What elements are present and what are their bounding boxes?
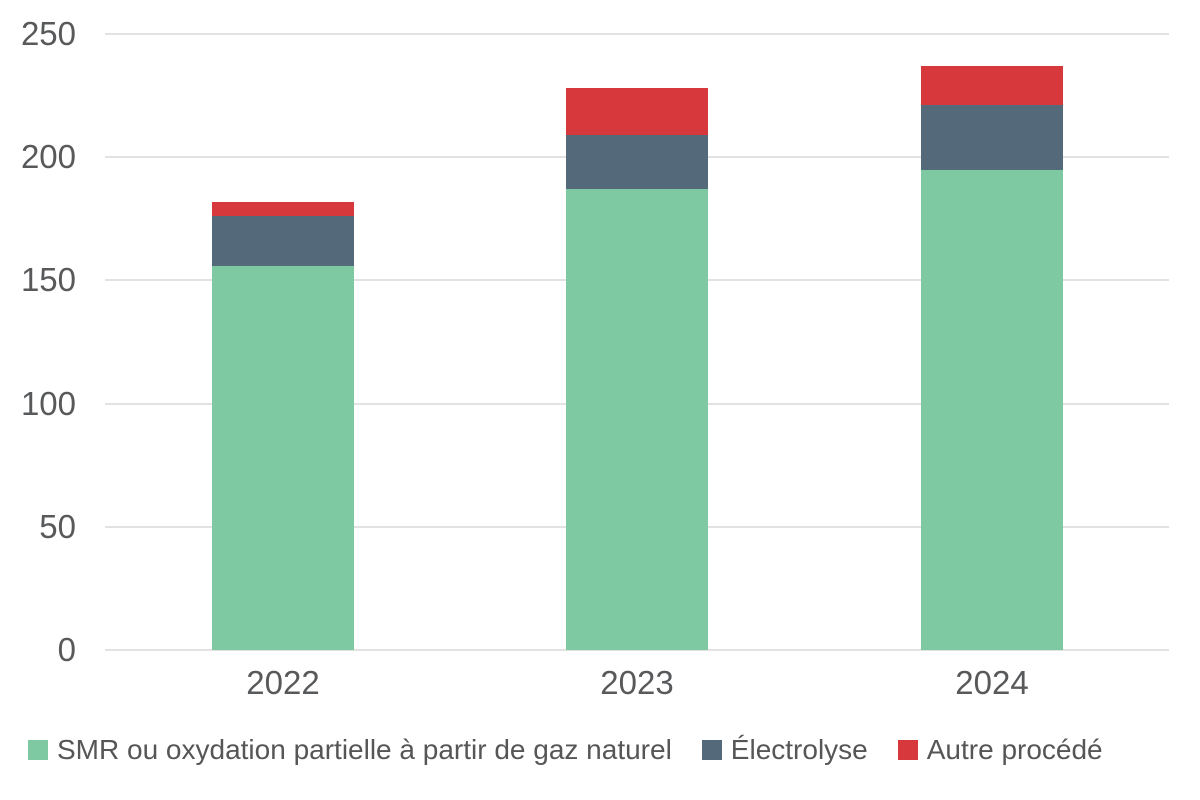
x-axis-label-2024: 2024 [955,664,1029,701]
bar-2023-segment-2[interactable] [566,88,708,136]
bar-2024-segment-2[interactable] [921,66,1063,106]
gridline-250 [105,33,1169,35]
y-axis-tick-label: 50 [39,507,76,545]
y-axis-tick-label: 250 [20,15,76,52]
legend-label: Électrolyse [730,734,868,765]
legend-item-2[interactable]: Autre procédé [897,734,1103,765]
y-axis-tick-label: 0 [57,631,76,668]
legend: SMR ou oxydation partielle à partir de g… [28,732,1103,768]
legend-label: Autre procédé [926,734,1103,765]
x-axis-label-2022: 2022 [246,664,320,701]
y-axis-tick-label: 150 [20,261,76,299]
bar-2022-segment-2[interactable] [212,201,354,217]
bar-2024-segment-1[interactable] [921,105,1063,170]
legend-label: SMR ou oxydation partielle à partir de g… [57,734,672,765]
legend-swatch-icon [897,740,918,760]
gridline-0 [105,649,1169,651]
bar-2022-segment-0[interactable] [212,265,354,650]
legend-swatch-icon [701,740,722,760]
y-axis-tick-label: 200 [20,138,76,176]
bar-2023-segment-1[interactable] [566,135,708,190]
bar-2022-segment-1[interactable] [212,216,354,266]
bar-2024-segment-0[interactable] [921,169,1063,650]
legend-swatch-icon [28,740,48,760]
x-axis-label-2023: 2023 [600,664,674,701]
legend-item-0[interactable]: SMR ou oxydation partielle à partir de g… [28,735,672,765]
y-axis-tick-label: 100 [20,384,76,422]
bar-2023-segment-0[interactable] [566,189,708,650]
legend-item-1[interactable]: Électrolyse [701,734,868,765]
